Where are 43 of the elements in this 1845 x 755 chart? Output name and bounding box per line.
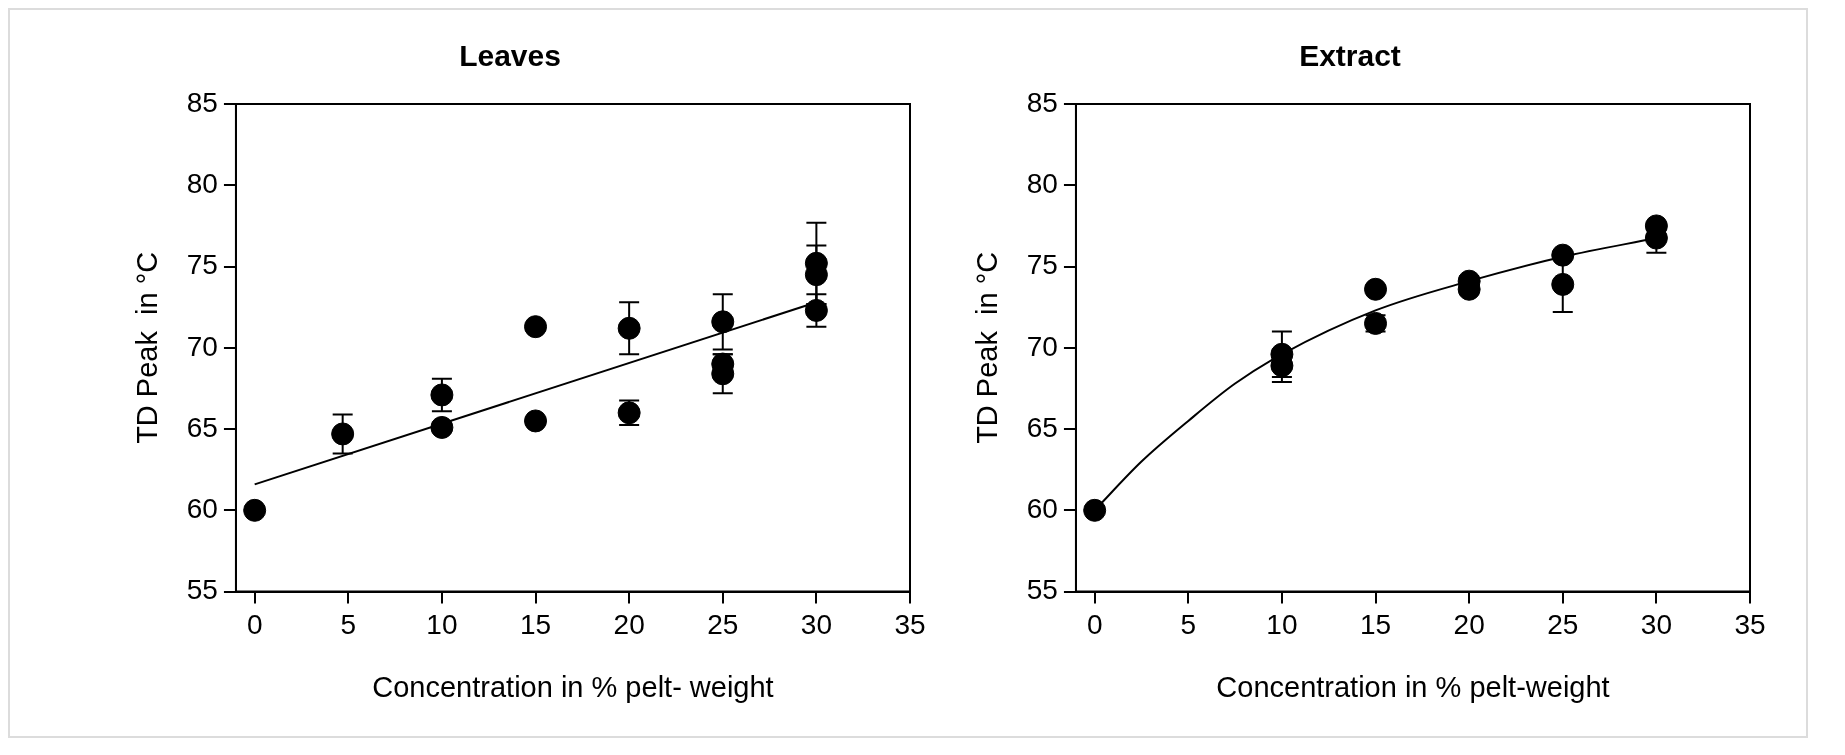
y-tick-label: 75 — [1026, 249, 1058, 281]
y-tick-label: 80 — [1026, 167, 1058, 199]
x-tick-label: 20 — [613, 609, 645, 641]
y-axis-title: TD Peak in °C — [971, 251, 1004, 444]
point — [430, 383, 454, 407]
x-tick-label: 30 — [1640, 609, 1672, 641]
y-tick-label: 85 — [1026, 86, 1058, 118]
y-tick-label: 65 — [186, 411, 218, 443]
x-tick-label: 0 — [1086, 609, 1103, 641]
chart-title: Leaves — [459, 39, 561, 73]
x-tick-label: 0 — [246, 609, 263, 641]
x-tick-label: 10 — [426, 609, 458, 641]
y-tick-label: 65 — [1026, 411, 1058, 443]
x-tick-label: 15 — [519, 609, 552, 641]
x-tick-label: 35 — [1734, 609, 1766, 641]
y-tick-label: 80 — [186, 167, 218, 199]
x-tick-label: 10 — [1266, 609, 1298, 641]
x-axis-title: Concentration in % pelt-weight — [1216, 670, 1610, 703]
x-tick-label: 35 — [894, 609, 926, 641]
point — [1551, 272, 1575, 296]
y-tick-label: 70 — [186, 330, 218, 362]
y-tick-label: 55 — [1026, 574, 1058, 606]
x-tick-label: 5 — [340, 609, 357, 641]
y-tick-label: 85 — [186, 86, 218, 118]
y-tick-label: 60 — [186, 493, 218, 525]
point — [331, 422, 355, 446]
x-tick-label: 5 — [1180, 609, 1197, 641]
x-tick-label: 25 — [707, 609, 739, 641]
point — [1083, 498, 1107, 522]
y-axis-title: TD Peak in °C — [131, 251, 164, 444]
x-tick-label: 25 — [1547, 609, 1579, 641]
y-tick-label: 55 — [186, 574, 218, 606]
x-tick-label: 20 — [1453, 609, 1485, 641]
x-tick-label: 15 — [1359, 609, 1392, 641]
y-tick-label: 70 — [1026, 330, 1058, 362]
x-tick-label: 30 — [800, 609, 832, 641]
point — [617, 316, 641, 340]
y-tick-label: 60 — [1026, 493, 1058, 525]
y-tick-label: 75 — [186, 249, 218, 281]
point — [711, 310, 735, 334]
point — [243, 498, 267, 522]
x-axis-title: Concentration in % pelt- weight — [372, 670, 774, 703]
chart-title: Extract — [1299, 39, 1401, 73]
